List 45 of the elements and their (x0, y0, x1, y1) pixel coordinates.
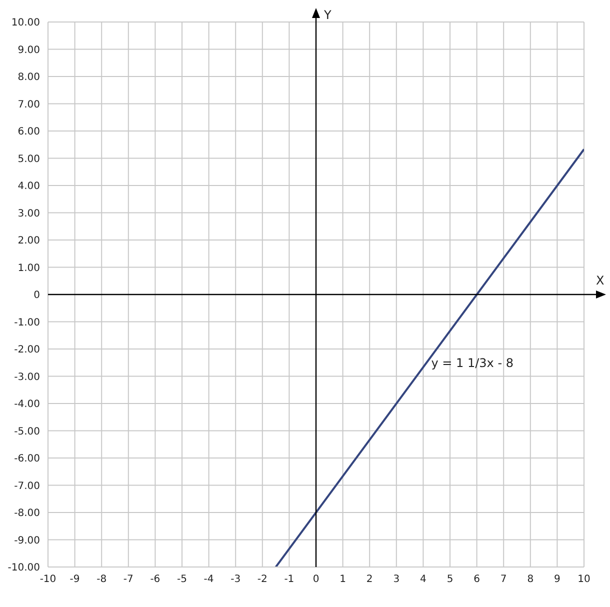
y-tick-label: -7.00 (14, 480, 40, 492)
x-tick-label: -8 (96, 574, 107, 586)
x-tick-label: 10 (578, 574, 590, 586)
y-tick-label: -2.00 (14, 344, 40, 356)
x-tick-label: 9 (554, 574, 560, 586)
y-tick-label: -1.00 (14, 317, 40, 328)
y-tick-label: -9.00 (14, 535, 40, 546)
y-tick-label: 2.00 (18, 236, 40, 247)
x-tick-label: 8 (527, 574, 534, 586)
x-tick-label: -4 (204, 574, 214, 586)
x-tick-label: 4 (420, 574, 426, 586)
y-tick-label: -5.00 (14, 426, 40, 438)
x-tick-label: -3 (230, 574, 241, 586)
y-tick-label: 7.00 (18, 99, 40, 110)
x-tick-label: 0 (312, 574, 320, 586)
x-axis-title: X (596, 274, 604, 288)
x-tick-label: 5 (446, 574, 454, 586)
y-tick-label: 6.00 (18, 126, 40, 138)
x-tick-label: -5 (177, 574, 187, 586)
y-tick-label: 3.00 (18, 208, 40, 220)
y-tick-label: 1.00 (18, 262, 40, 274)
x-tick-label: 7 (500, 574, 507, 586)
x-tick-label: 1 (340, 574, 346, 586)
y-tick-label: 0 (34, 290, 40, 302)
x-tick-label: -10 (40, 574, 56, 586)
y-tick-label: -10.00 (8, 562, 40, 574)
x-tick-label: 3 (393, 574, 400, 586)
y-tick-label: 4.00 (18, 181, 40, 192)
y-axis-title: Y (323, 8, 332, 22)
x-tick-label: 2 (366, 574, 373, 586)
y-tick-label: -4.00 (14, 399, 40, 410)
y-tick-label: -6.00 (14, 454, 40, 465)
x-tick-label: -9 (70, 574, 80, 586)
annotation: y = 1 1/3x - 8 (431, 356, 514, 370)
y-tick-label: -3.00 (14, 372, 40, 383)
x-tick-label: -7 (123, 574, 134, 586)
y-tick-label: 8.00 (18, 72, 40, 84)
y-tick-label: 9.00 (18, 44, 40, 56)
y-tick-label: -8.00 (14, 508, 40, 520)
y-tick-label: 5.00 (18, 154, 40, 165)
x-tick-label: -2 (257, 574, 268, 586)
x-tick-label: -1 (284, 574, 294, 586)
x-tick-label: -6 (150, 574, 160, 586)
x-tick-label: 6 (474, 574, 480, 586)
y-tick-label: 10.00 (11, 18, 40, 29)
